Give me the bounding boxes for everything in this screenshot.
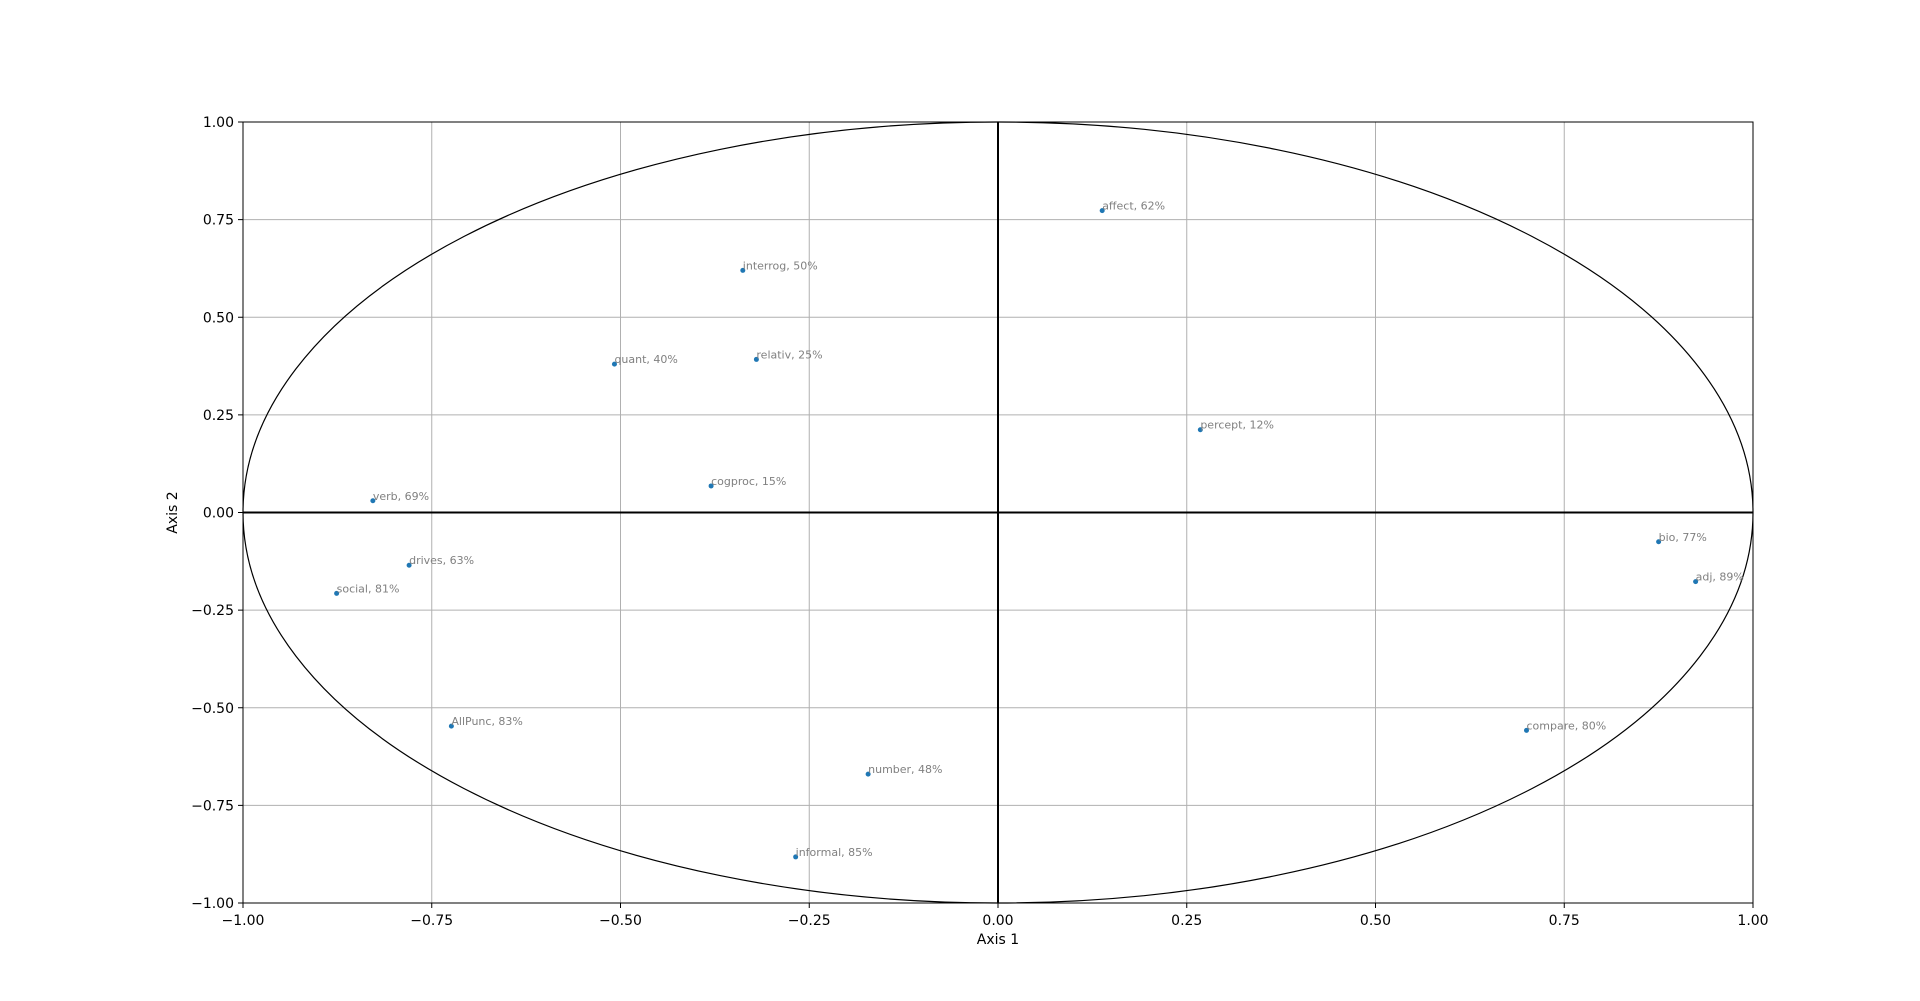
- data-point: AllPunc, 83%: [448, 715, 523, 729]
- data-point: affect, 62%: [1099, 200, 1165, 214]
- point-label: number, 48%: [868, 763, 942, 776]
- point-marker: [793, 854, 799, 860]
- x-tick-label: 0.25: [1171, 913, 1202, 929]
- x-tick-label: 0.75: [1549, 913, 1580, 929]
- data-point: quant, 40%: [611, 353, 678, 367]
- y-tick-label: 1.00: [203, 115, 234, 131]
- data-point: compare, 80%: [1524, 719, 1606, 733]
- point-marker: [1693, 579, 1699, 585]
- data-point: cogproc, 15%: [708, 475, 786, 489]
- data-point: relativ, 25%: [753, 348, 823, 362]
- data-point: verb, 69%: [370, 490, 429, 504]
- x-tick-label: 0.50: [1360, 913, 1391, 929]
- x-tick-label: −1.00: [222, 913, 265, 929]
- point-marker: [753, 356, 759, 362]
- point-label: social, 81%: [337, 582, 400, 595]
- y-tick-label: −0.75: [191, 798, 234, 814]
- y-tick-label: 0.75: [203, 213, 234, 229]
- y-tick-label: 0.50: [203, 310, 234, 326]
- point-marker: [1524, 727, 1529, 733]
- point-label: bio, 77%: [1659, 531, 1707, 544]
- x-tick-label: −0.50: [599, 913, 642, 929]
- point-marker: [708, 483, 714, 489]
- point-marker: [611, 361, 617, 367]
- point-label: adj, 89%: [1696, 571, 1744, 584]
- data-point: drives, 63%: [406, 554, 474, 568]
- point-marker: [740, 267, 746, 273]
- zero-axes: [243, 122, 1753, 903]
- point-label: interrog, 50%: [743, 259, 818, 272]
- point-label: informal, 85%: [796, 846, 873, 859]
- data-point: social, 81%: [334, 582, 399, 596]
- ticks: −1.00 −0.75 −0.50 −0.25 0.00 0.25 0.50 0.75 1.00…: [191, 115, 1768, 929]
- x-tick-label: −0.75: [410, 913, 453, 929]
- point-marker: [1099, 208, 1105, 214]
- point-label: relativ, 25%: [756, 348, 822, 361]
- data-point: adj, 89%: [1693, 571, 1744, 585]
- data-point: bio, 77%: [1656, 531, 1707, 545]
- points: affect, 62% interrog, 50% quant, 40% relati…: [334, 200, 1744, 860]
- x-tick-label: 0.00: [982, 913, 1013, 929]
- point-marker: [448, 723, 454, 729]
- point-label: affect, 62%: [1102, 200, 1165, 213]
- point-label: cogproc, 15%: [711, 475, 786, 488]
- x-tick-label: 1.00: [1737, 913, 1768, 929]
- point-marker: [406, 562, 412, 568]
- y-tick-label: −0.50: [191, 701, 234, 717]
- y-tick-label: 0.25: [203, 408, 234, 424]
- x-tick-label: −0.25: [788, 913, 831, 929]
- point-label: AllPunc, 83%: [451, 715, 523, 728]
- point-marker: [1656, 539, 1662, 545]
- data-point: informal, 85%: [793, 846, 873, 860]
- point-label: compare, 80%: [1527, 719, 1607, 732]
- point-label: percept, 12%: [1200, 419, 1274, 432]
- point-label: quant, 40%: [614, 353, 677, 366]
- x-axis-title: Axis 1: [977, 932, 1019, 948]
- data-point: number, 48%: [865, 763, 943, 777]
- point-marker: [370, 498, 376, 504]
- y-tick-label: 0.00: [203, 506, 234, 522]
- y-axis-title: Axis 2: [165, 491, 181, 533]
- point-marker: [865, 771, 871, 777]
- y-tick-label: −0.25: [191, 603, 234, 619]
- point-marker: [334, 590, 340, 596]
- point-marker: [1197, 427, 1203, 433]
- data-point: interrog, 50%: [740, 259, 818, 273]
- point-label: verb, 69%: [373, 490, 429, 503]
- data-point: percept, 12%: [1197, 419, 1274, 433]
- y-tick-label: −1.00: [191, 896, 234, 912]
- point-label: drives, 63%: [409, 554, 474, 567]
